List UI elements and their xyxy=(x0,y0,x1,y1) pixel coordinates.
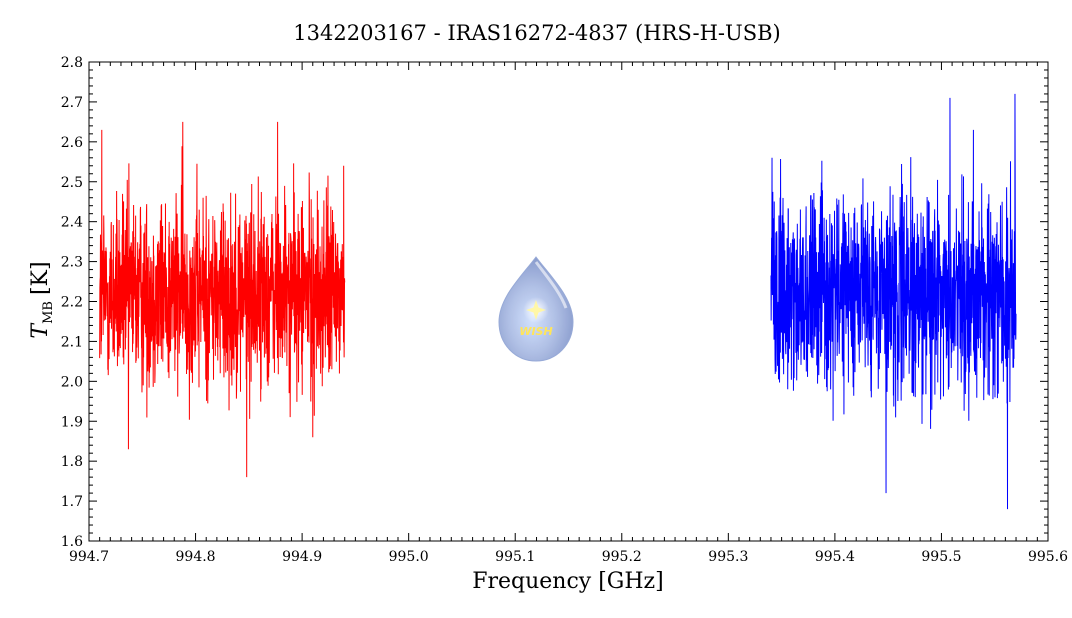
spectrum-series-line xyxy=(770,93,1017,510)
y-tick-label: 2.4 xyxy=(61,215,83,231)
x-tick-label: 995.2 xyxy=(602,549,642,565)
y-tick-label: 1.6 xyxy=(61,534,83,550)
y-tick-label: 2.2 xyxy=(61,295,83,311)
y-axis-title-group: TMB [K] xyxy=(28,261,56,338)
y-axis-unit: [K] xyxy=(28,261,53,295)
x-tick-label: 995.5 xyxy=(921,549,961,565)
y-tick-label: 2.0 xyxy=(61,374,83,390)
y-tick-label: 1.9 xyxy=(61,414,83,430)
y-axis-subscript: MB xyxy=(41,301,56,324)
x-axis-title: Frequency [GHz] xyxy=(472,569,664,594)
spectrum-series-line xyxy=(99,121,346,478)
y-tick-label: 2.3 xyxy=(61,255,83,271)
y-tick-label: 2.6 xyxy=(61,135,83,151)
y-tick-label: 2.8 xyxy=(61,55,83,71)
logo-wordmark: WISH xyxy=(519,325,552,338)
svg-text:TMB[K]: TMB [K] xyxy=(28,261,56,338)
y-tick-label: 2.1 xyxy=(61,334,83,350)
chart-title: 1342203167 - IRAS16272-4837 (HRS-H-USB) xyxy=(293,21,780,45)
x-tick-label: 995.3 xyxy=(708,549,748,565)
y-axis-symbol: T xyxy=(28,322,53,339)
star-icon xyxy=(526,300,546,320)
x-tick-label: 994.9 xyxy=(282,549,322,565)
y-tick-label: 1.7 xyxy=(61,494,83,510)
x-tick-label: 995.6 xyxy=(1028,549,1068,565)
series-layer xyxy=(99,93,1017,510)
y-tick-label: 2.7 xyxy=(61,95,83,111)
x-tick-label: 994.7 xyxy=(69,549,109,565)
x-tick-label: 994.8 xyxy=(176,549,216,565)
x-tick-label: 995.1 xyxy=(495,549,535,565)
ticks-layer: 994.7 994.8 994.9 995.0 995.1 995.2 995.3 995.4… xyxy=(61,55,1068,565)
y-tick-label: 2.5 xyxy=(61,175,83,191)
y-tick-label: 1.8 xyxy=(61,454,83,470)
x-tick-label: 995.0 xyxy=(389,549,429,565)
wish-logo: WISH xyxy=(498,256,574,362)
x-tick-label: 995.4 xyxy=(815,549,855,565)
